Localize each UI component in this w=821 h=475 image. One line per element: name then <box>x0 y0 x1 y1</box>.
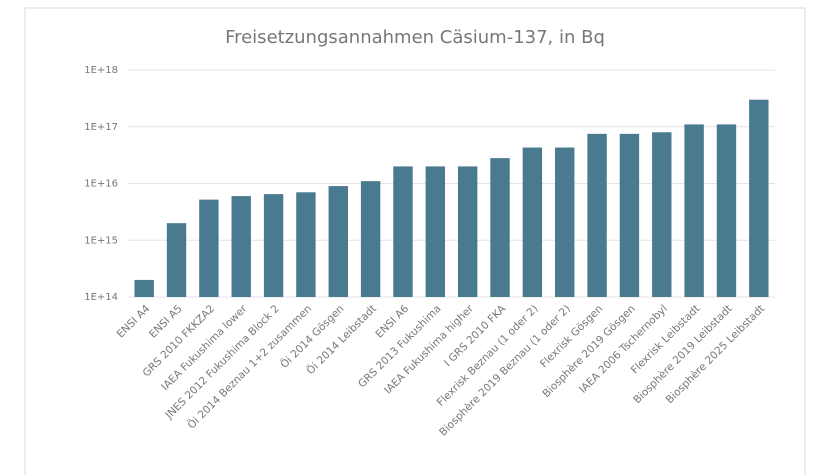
y-tick-label: 1E+16 <box>84 179 118 190</box>
bar <box>199 199 219 297</box>
bar <box>296 192 316 297</box>
bar <box>749 99 769 297</box>
bar <box>166 223 187 297</box>
bar <box>134 279 154 297</box>
bar <box>328 186 348 297</box>
y-tick-label: 1E+15 <box>84 235 118 246</box>
bar <box>425 166 446 297</box>
bar <box>716 124 737 297</box>
bar <box>555 147 575 297</box>
bar <box>393 166 413 297</box>
y-tick-label: 1E+18 <box>84 65 118 76</box>
chart-title: Freisetzungsannahmen Cäsium-137, in Bq <box>225 27 605 48</box>
y-tick-label: 1E+14 <box>84 292 118 303</box>
chart-frame <box>24 7 806 475</box>
bar <box>587 133 607 297</box>
bar <box>231 196 251 297</box>
bar <box>522 147 543 297</box>
bar <box>619 133 640 297</box>
y-tick-label: 1E+17 <box>84 122 118 133</box>
bar <box>360 181 381 297</box>
bar <box>490 158 510 297</box>
bar <box>684 124 704 297</box>
bar <box>263 194 284 297</box>
bar <box>457 166 478 297</box>
bar <box>652 132 672 297</box>
